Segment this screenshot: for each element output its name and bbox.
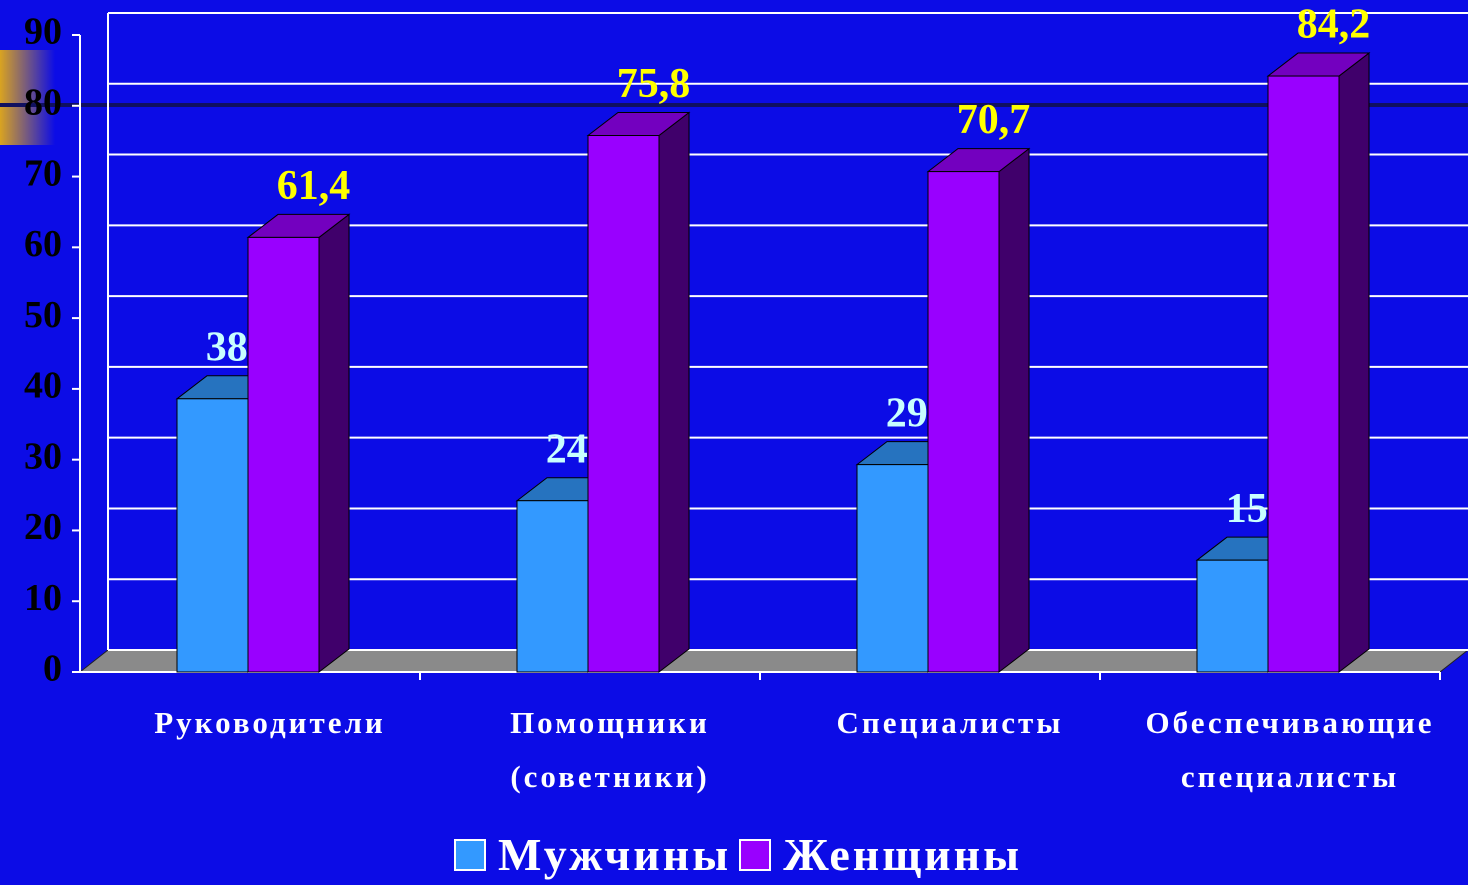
- bar: [247, 236, 320, 673]
- bar: [176, 398, 249, 673]
- bar: [516, 500, 589, 673]
- legend-swatch: [453, 838, 486, 871]
- legend-label: Женщины: [783, 829, 1023, 880]
- y-tick-label: 10: [24, 577, 62, 619]
- x-tick-label: Руководители: [154, 705, 386, 740]
- bar: [927, 171, 1000, 673]
- bar: [587, 135, 660, 673]
- bar: [1196, 559, 1269, 673]
- decoration: [0, 50, 55, 145]
- bar-side: [658, 111, 690, 674]
- y-tick-label: 80: [24, 81, 62, 123]
- bar: [1267, 75, 1340, 673]
- value-label: 75,8: [617, 61, 691, 107]
- x-tick-label: Помощники (советники): [510, 705, 710, 794]
- x-tick-label: Специалисты: [836, 705, 1064, 740]
- y-tick-label: 60: [24, 223, 62, 265]
- value-label: 70,7: [957, 97, 1031, 143]
- legend-swatch: [739, 838, 772, 871]
- legend-label: Мужчины: [497, 829, 732, 880]
- y-tick-label: 90: [24, 11, 62, 53]
- bar: [856, 464, 929, 673]
- y-tick-label: 30: [24, 435, 62, 477]
- y-tick-label: 50: [24, 294, 62, 336]
- bar-side: [1338, 52, 1370, 674]
- y-tick-label: 20: [24, 506, 62, 548]
- y-tick-label: 0: [43, 648, 62, 690]
- y-tick-label: 40: [24, 365, 62, 407]
- value-label: 61,4: [277, 163, 351, 209]
- x-tick-label: Обеспечивающие специалисты: [1145, 705, 1435, 794]
- value-label: 84,2: [1297, 2, 1371, 48]
- bar-side: [998, 147, 1030, 674]
- legend: Мужчины Женщины: [0, 828, 1468, 881]
- y-tick-label: 70: [24, 152, 62, 194]
- bar-side: [318, 213, 350, 674]
